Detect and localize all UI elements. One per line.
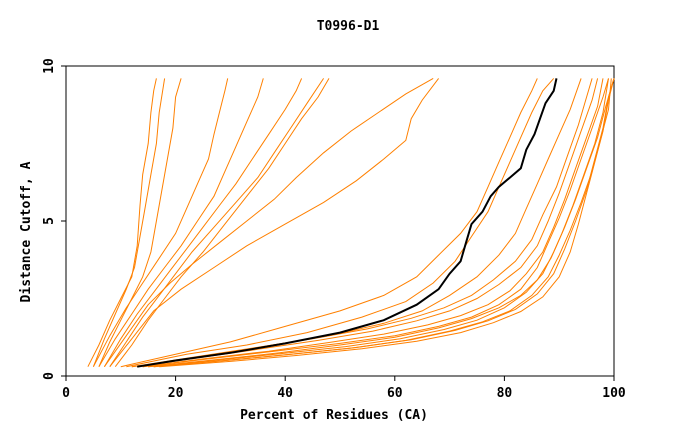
x-axis-title: Percent of Residues (CA) <box>240 408 428 423</box>
series-line-6 <box>103 78 303 367</box>
x-tick-label: 20 <box>168 386 184 401</box>
y-tick-label: 10 <box>42 58 57 74</box>
x-tick-label: 80 <box>497 386 513 401</box>
series-line-18 <box>142 78 604 368</box>
series-line-1 <box>87 78 157 367</box>
chart-title: T0996-D1 <box>317 19 380 34</box>
series-line-4 <box>92 78 229 367</box>
series-line-5 <box>98 78 264 367</box>
series-line-21 <box>159 78 615 368</box>
x-tick-label: 100 <box>602 386 626 401</box>
series-line-2 <box>92 78 166 367</box>
series-line-15 <box>148 78 615 368</box>
series-line-14 <box>142 78 609 368</box>
series-line-7 <box>109 78 325 367</box>
series-line-13 <box>131 78 582 368</box>
axis-ticks: 0 20 40 60 80 100 0 5 10 <box>42 58 626 401</box>
x-tick-label: 40 <box>277 386 293 401</box>
y-axis-title: Distance Cutoff, A <box>19 161 34 302</box>
series-line-11 <box>120 78 538 368</box>
y-tick-label: 0 <box>42 372 57 380</box>
series-line-19 <box>153 78 615 368</box>
series-line-17 <box>148 78 609 368</box>
series-line-9 <box>103 77 434 367</box>
series-line-8 <box>114 78 330 368</box>
series-line-3 <box>98 78 182 367</box>
plot-lines <box>87 77 615 368</box>
series-line-20 <box>137 78 599 368</box>
x-tick-label: 0 <box>62 386 70 401</box>
x-tick-label: 60 <box>387 386 403 401</box>
y-tick-label: 5 <box>42 217 57 225</box>
series-line-10 <box>109 78 439 368</box>
series-line-22 <box>131 78 593 368</box>
highlighted-series-line <box>137 78 558 368</box>
